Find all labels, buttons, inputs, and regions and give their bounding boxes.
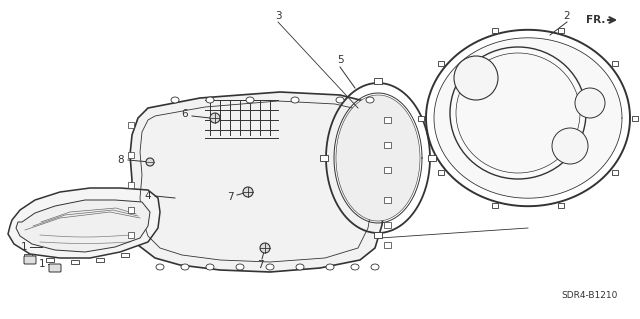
FancyBboxPatch shape bbox=[71, 260, 79, 264]
FancyBboxPatch shape bbox=[558, 203, 564, 208]
FancyBboxPatch shape bbox=[384, 197, 391, 203]
Ellipse shape bbox=[326, 264, 334, 270]
Polygon shape bbox=[130, 92, 392, 272]
FancyBboxPatch shape bbox=[128, 232, 134, 238]
Ellipse shape bbox=[210, 113, 220, 123]
Text: 8: 8 bbox=[118, 155, 124, 165]
FancyBboxPatch shape bbox=[46, 258, 54, 262]
Ellipse shape bbox=[206, 97, 214, 103]
Ellipse shape bbox=[552, 128, 588, 164]
Polygon shape bbox=[8, 188, 160, 258]
Ellipse shape bbox=[450, 47, 586, 179]
FancyBboxPatch shape bbox=[128, 207, 134, 213]
Text: FR.: FR. bbox=[586, 15, 605, 25]
FancyBboxPatch shape bbox=[128, 122, 134, 128]
Text: 7: 7 bbox=[227, 192, 234, 202]
Ellipse shape bbox=[206, 264, 214, 270]
Ellipse shape bbox=[366, 97, 374, 103]
FancyBboxPatch shape bbox=[128, 182, 134, 188]
FancyBboxPatch shape bbox=[49, 264, 61, 272]
FancyBboxPatch shape bbox=[438, 61, 444, 66]
Ellipse shape bbox=[146, 158, 154, 166]
Ellipse shape bbox=[156, 264, 164, 270]
FancyBboxPatch shape bbox=[374, 232, 382, 238]
FancyBboxPatch shape bbox=[128, 152, 134, 158]
FancyBboxPatch shape bbox=[612, 61, 618, 66]
FancyBboxPatch shape bbox=[384, 142, 391, 148]
FancyBboxPatch shape bbox=[96, 258, 104, 262]
FancyBboxPatch shape bbox=[374, 78, 382, 84]
Ellipse shape bbox=[454, 56, 498, 100]
Ellipse shape bbox=[260, 243, 270, 253]
Polygon shape bbox=[16, 200, 150, 252]
FancyBboxPatch shape bbox=[24, 254, 32, 258]
Text: 6: 6 bbox=[182, 109, 188, 119]
Ellipse shape bbox=[371, 264, 379, 270]
Text: 1: 1 bbox=[38, 259, 45, 269]
Polygon shape bbox=[435, 39, 621, 197]
Ellipse shape bbox=[336, 97, 344, 103]
Ellipse shape bbox=[291, 97, 299, 103]
Ellipse shape bbox=[243, 187, 253, 197]
Text: 3: 3 bbox=[275, 11, 282, 21]
Text: 5: 5 bbox=[337, 55, 343, 65]
Ellipse shape bbox=[266, 264, 274, 270]
Text: 2: 2 bbox=[564, 11, 570, 21]
FancyBboxPatch shape bbox=[428, 155, 436, 161]
FancyBboxPatch shape bbox=[492, 28, 498, 33]
Ellipse shape bbox=[351, 264, 359, 270]
FancyBboxPatch shape bbox=[492, 203, 498, 208]
Ellipse shape bbox=[181, 264, 189, 270]
Ellipse shape bbox=[575, 88, 605, 118]
FancyBboxPatch shape bbox=[121, 253, 129, 257]
Ellipse shape bbox=[296, 264, 304, 270]
FancyBboxPatch shape bbox=[558, 28, 564, 33]
FancyBboxPatch shape bbox=[384, 222, 391, 228]
FancyBboxPatch shape bbox=[612, 170, 618, 175]
FancyBboxPatch shape bbox=[384, 167, 391, 173]
Polygon shape bbox=[336, 95, 420, 221]
Text: 4: 4 bbox=[145, 191, 151, 201]
FancyBboxPatch shape bbox=[384, 242, 391, 248]
Text: 1: 1 bbox=[20, 242, 28, 252]
Ellipse shape bbox=[171, 97, 179, 103]
FancyBboxPatch shape bbox=[438, 170, 444, 175]
FancyBboxPatch shape bbox=[320, 155, 328, 161]
FancyBboxPatch shape bbox=[632, 115, 638, 121]
Ellipse shape bbox=[236, 264, 244, 270]
FancyBboxPatch shape bbox=[418, 115, 424, 121]
Ellipse shape bbox=[246, 97, 254, 103]
Text: 7: 7 bbox=[257, 260, 263, 270]
FancyBboxPatch shape bbox=[24, 256, 36, 264]
Text: SDR4-B1210: SDR4-B1210 bbox=[562, 291, 618, 300]
Ellipse shape bbox=[456, 53, 580, 173]
FancyBboxPatch shape bbox=[384, 117, 391, 123]
